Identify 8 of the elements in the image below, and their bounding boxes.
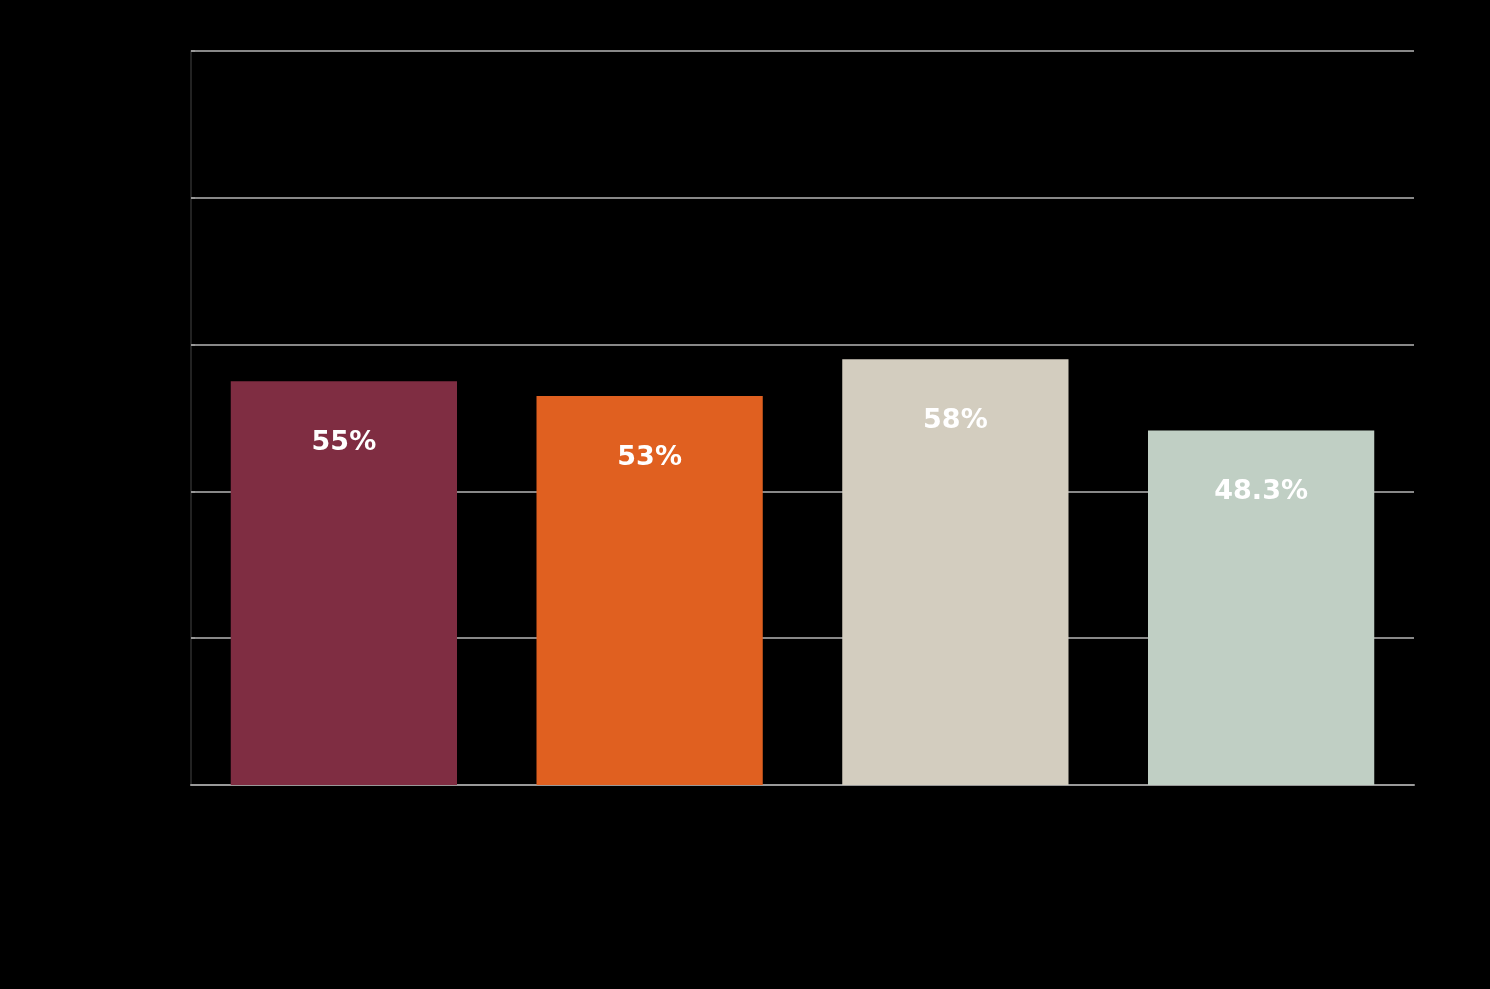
data-label: 55% bbox=[311, 425, 377, 457]
bar bbox=[842, 359, 1069, 785]
bar bbox=[1148, 430, 1375, 785]
data-label: 58% bbox=[923, 403, 988, 435]
data-label: 48.3% bbox=[1214, 474, 1308, 506]
bar bbox=[536, 395, 763, 785]
bar bbox=[230, 381, 457, 785]
data-label: 53% bbox=[617, 439, 682, 471]
